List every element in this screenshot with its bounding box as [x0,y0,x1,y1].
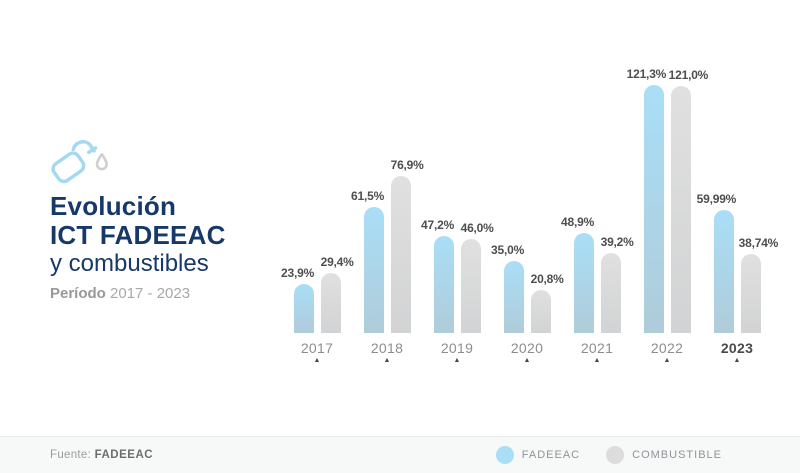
category-group-2020: 35,0% 20,8% 2020 ▲ [491,75,564,364]
period-text: Período 2017 - 2023 [50,285,226,302]
value-label-fadeeac-2020: 35,0% [491,243,525,257]
header: Evolución ICT FADEEAC y combustibles Per… [50,134,226,302]
value-label-combustible-2022: 121,0% [668,68,709,82]
value-label-combustible-2017: 29,4% [320,255,354,269]
legend-label-fadeeac: FADEEAC [521,449,581,461]
fuel-pump-icon [51,140,108,184]
value-label-fadeeac-2023: 59,99% [696,192,737,206]
bar-combustible-2018 [390,176,411,333]
value-label-combustible-2020: 20,8% [530,272,564,286]
bar-combustible-2020 [530,290,551,333]
combustible-dot-icon [606,446,625,464]
bar-fadeeac-2018 [363,207,384,333]
category-group-2022: 121,3% 121,0% 2022 ▲ [627,67,709,364]
caret-up-icon: ▲ [383,357,391,364]
bar-fadeeac-2019 [433,236,454,333]
year-label-2019: 2019 [440,340,474,356]
caret-up-icon: ▲ [523,357,531,364]
source-text: Fuente: FADEEAC [50,449,153,461]
value-label-fadeeac-2022: 121,3% [626,67,667,81]
bar-combustible-2021 [600,253,621,333]
legend-item-fadeeac: FADEEAC [495,446,581,464]
legend-item-combustible: COMBUSTIBLE [606,446,722,464]
bar-fadeeac-2020 [503,261,524,333]
bar-combustible-2019 [460,239,481,333]
value-label-fadeeac-2019: 47,2% [421,218,455,232]
bar-fadeeac-2022 [643,85,664,333]
value-label-fadeeac-2021: 48,9% [561,215,595,229]
legend: FADEEAC COMBUSTIBLE [495,446,722,464]
bar-chart: 23,9% 29,4% 2017 ▲ 61,5% 76,9% 2018 ▲ 47,2% 46,0%… [281,67,779,364]
category-group-2021: 48,9% 39,2% 2021 ▲ [561,75,634,364]
bar-fadeeac-2023 [713,210,734,333]
bar-combustible-2023 [740,254,761,333]
category-group-2018: 61,5% 76,9% 2018 ▲ [351,75,424,364]
period-label: Período [50,285,106,302]
bar-combustible-2017 [320,273,341,333]
value-label-combustible-2018: 76,9% [390,158,424,172]
category-group-2019: 47,2% 46,0% 2019 ▲ [421,75,494,364]
title-line-1: Evolución [50,191,177,221]
year-label-2022: 2022 [650,340,684,356]
source-label: Fuente: [50,449,92,461]
year-label-2018: 2018 [370,340,404,356]
title-line-2: ICT FADEEAC [50,220,226,250]
fadeeac-dot-icon [495,446,514,464]
caret-up-icon: ▲ [733,357,741,364]
period-range: 2017 - 2023 [110,285,191,302]
year-label-2017: 2017 [300,340,334,356]
legend-label-combustible: COMBUSTIBLE [632,449,722,461]
caret-up-icon: ▲ [663,357,671,364]
year-label-2021: 2021 [580,340,614,356]
bar-fadeeac-2017 [293,284,314,333]
value-label-combustible-2021: 39,2% [600,235,634,249]
source-value: FADEEAC [94,449,154,461]
caret-up-icon: ▲ [453,357,461,364]
footer-bar: Fuente: FADEEAC FADEEAC COMBUSTIBLE [0,436,800,473]
value-label-fadeeac-2018: 61,5% [351,189,385,203]
title-line-3: y combustibles [50,250,209,277]
value-label-fadeeac-2017: 23,9% [281,266,315,280]
category-group-2017: 23,9% 29,4% 2017 ▲ [281,75,354,364]
bar-combustible-2022 [670,86,691,333]
year-label-2023: 2023 [720,340,754,356]
value-label-combustible-2023: 38,74% [738,236,779,250]
caret-up-icon: ▲ [593,357,601,364]
value-label-combustible-2019: 46,0% [460,221,494,235]
caret-up-icon: ▲ [313,357,321,364]
category-group-2023: 59,99% 38,74% 2023 ▲ [697,75,779,364]
bar-fadeeac-2021 [573,233,594,333]
year-label-2020: 2020 [510,340,544,356]
